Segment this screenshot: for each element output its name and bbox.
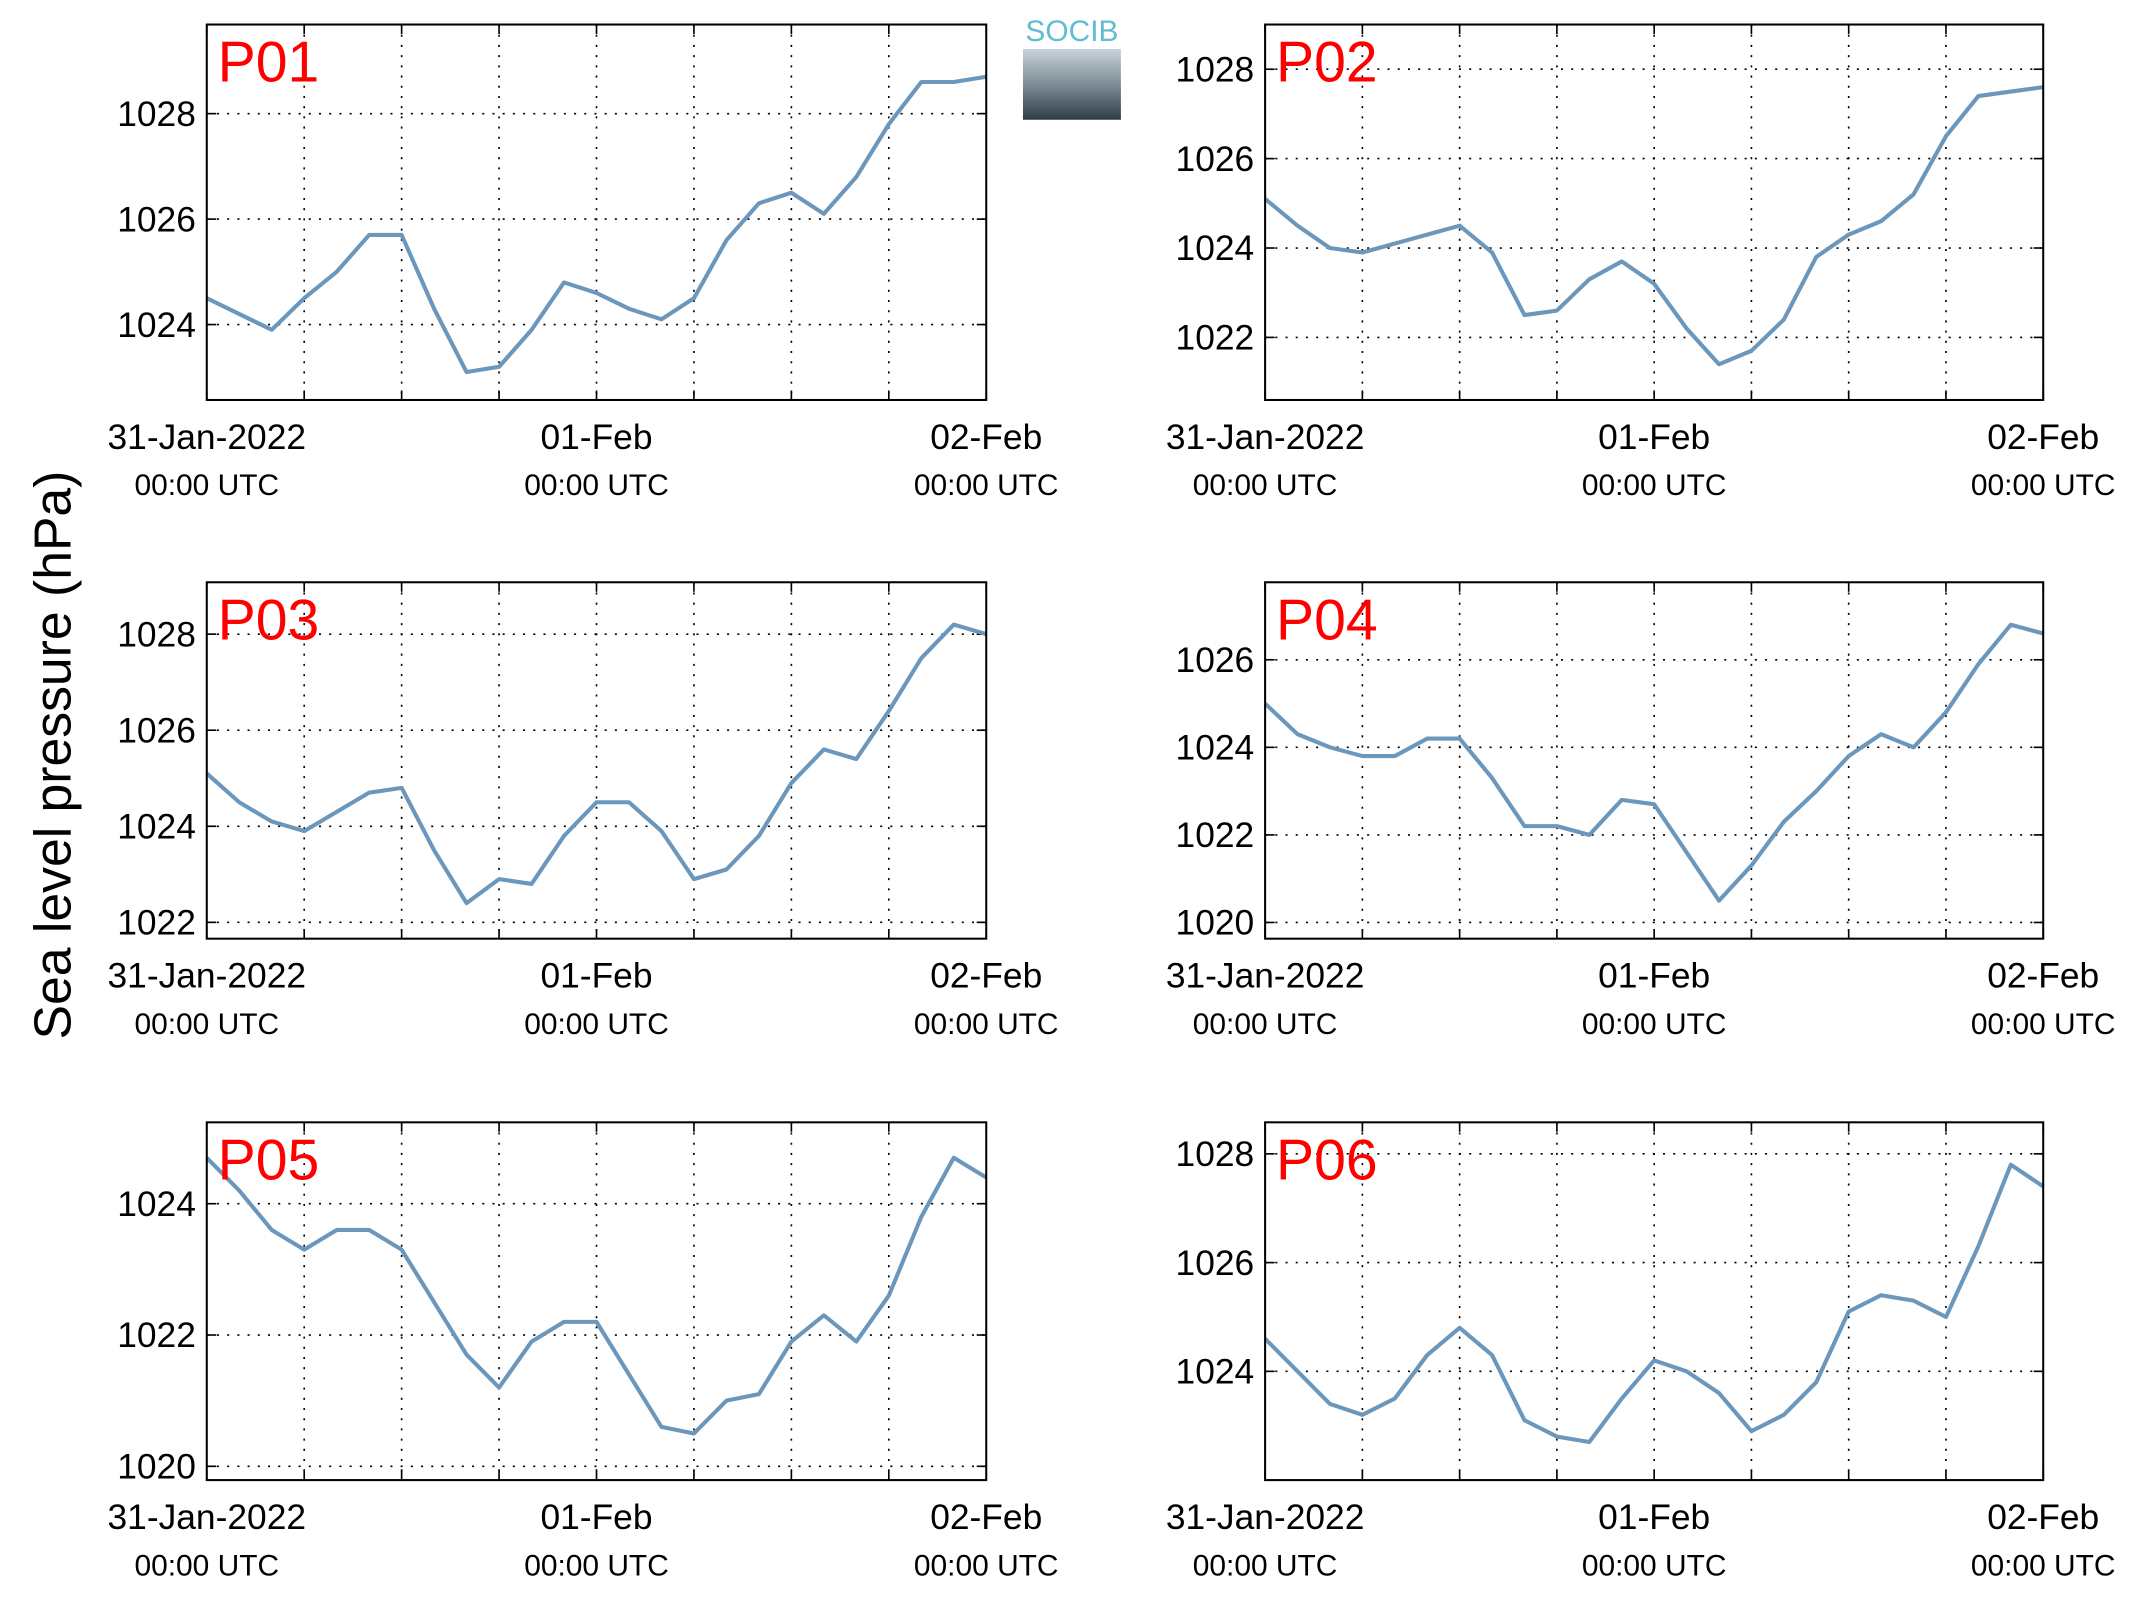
x-tick-label: 02-Feb 00:00 UTC xyxy=(914,957,1059,1041)
y-tick-label: 1028 xyxy=(1176,50,1255,89)
y-tick-label: 1022 xyxy=(117,904,196,943)
plot-frame xyxy=(205,1121,988,1482)
y-tick-label: 1020 xyxy=(1176,904,1255,943)
y-tick-label: 1024 xyxy=(117,808,196,847)
x-tick-label: 02-Feb 00:00 UTC xyxy=(1971,957,2116,1041)
x-tick-label: 01-Feb 00:00 UTC xyxy=(1582,418,1727,502)
data-line xyxy=(1263,85,2044,367)
panel-title: P04 xyxy=(1276,588,1378,652)
panel: 1024 1026 1028 31-Jan-2022 00:00 UTC 01-Feb 00… xyxy=(1166,1121,2116,1582)
y-tick-label: 1024 xyxy=(117,306,196,345)
y-tick-label: 1026 xyxy=(1176,1244,1255,1283)
plot-frame xyxy=(1264,1121,2045,1482)
panel-title: P03 xyxy=(218,588,320,652)
x-tick-label: 01-Feb 00:00 UTC xyxy=(524,418,669,502)
y-tick-label: 1026 xyxy=(1176,641,1255,680)
panel-title: P01 xyxy=(218,31,320,95)
y-tick-label: 1028 xyxy=(1176,1135,1255,1174)
x-tick-label: 02-Feb 00:00 UTC xyxy=(1971,418,2116,502)
x-tick-label: 02-Feb 00:00 UTC xyxy=(914,1498,1059,1582)
x-tick-label: 31-Jan-2022 00:00 UTC xyxy=(1166,1498,1365,1582)
y-tick-label: 1024 xyxy=(117,1185,196,1224)
y-tick-label: 1024 xyxy=(1176,1353,1255,1392)
plot-frame xyxy=(1264,23,2045,402)
y-tick-label: 1020 xyxy=(117,1448,196,1487)
x-tick-label: 31-Jan-2022 00:00 UTC xyxy=(107,1498,306,1582)
x-tick-label: 01-Feb 00:00 UTC xyxy=(1582,1498,1727,1582)
data-line xyxy=(1263,622,2044,903)
y-tick-label: 1026 xyxy=(117,711,196,750)
plot-frame xyxy=(205,581,988,940)
y-tick-label: 1028 xyxy=(117,615,196,654)
logo-text: SOCIB xyxy=(1025,15,1118,48)
x-tick-label: 31-Jan-2022 00:00 UTC xyxy=(107,957,306,1041)
data-line xyxy=(205,622,987,906)
x-tick-label: 31-Jan-2022 00:00 UTC xyxy=(1166,957,1365,1041)
y-tick-label: 1022 xyxy=(1176,816,1255,855)
panel: 1020 1022 1024 1026 31-Jan-2022 00:00 UTC 01-F… xyxy=(1166,581,2116,1041)
plot-frame xyxy=(205,23,988,402)
x-tick-label: 01-Feb 00:00 UTC xyxy=(524,1498,669,1582)
y-tick-label: 1022 xyxy=(1176,319,1255,358)
y-axis-label: Sea level pressure (hPa) xyxy=(24,471,82,1040)
x-tick-label: 02-Feb 00:00 UTC xyxy=(914,418,1059,502)
panel-title: P02 xyxy=(1276,31,1378,95)
y-tick-label: 1026 xyxy=(1176,140,1255,179)
x-tick-label: 02-Feb 00:00 UTC xyxy=(1971,1498,2116,1582)
logo: SOCIB xyxy=(1022,15,1121,120)
panel: 1022 1024 1026 1028 31-Jan-2022 00:00 UTC 01-F… xyxy=(107,581,1059,1041)
panel: 1020 1022 1024 31-Jan-2022 00:00 UTC 01-Feb 00… xyxy=(107,1121,1059,1582)
panel-title: P05 xyxy=(218,1128,320,1192)
panel-title: P06 xyxy=(1276,1128,1378,1192)
x-tick-label: 31-Jan-2022 00:00 UTC xyxy=(107,418,306,502)
panel: 1022 1024 1026 1028 31-Jan-2022 00:00 UTC 01-F… xyxy=(1166,23,2116,502)
logo-box xyxy=(1022,49,1121,120)
y-tick-label: 1028 xyxy=(117,95,196,134)
panel: 1024 1026 1028 31-Jan-2022 00:00 UTC 01-Feb 00… xyxy=(107,23,1059,502)
data-line xyxy=(205,74,987,375)
x-tick-label: 31-Jan-2022 00:00 UTC xyxy=(1166,418,1365,502)
x-tick-label: 01-Feb 00:00 UTC xyxy=(524,957,669,1041)
data-line xyxy=(205,1155,988,1436)
y-tick-label: 1026 xyxy=(117,200,196,239)
x-tick-label: 01-Feb 00:00 UTC xyxy=(1582,957,1727,1041)
y-tick-label: 1024 xyxy=(1176,729,1255,768)
plot-frame xyxy=(1264,581,2045,940)
data-line xyxy=(1263,1162,2045,1445)
y-tick-label: 1024 xyxy=(1176,229,1255,268)
y-tick-label: 1022 xyxy=(117,1316,196,1355)
